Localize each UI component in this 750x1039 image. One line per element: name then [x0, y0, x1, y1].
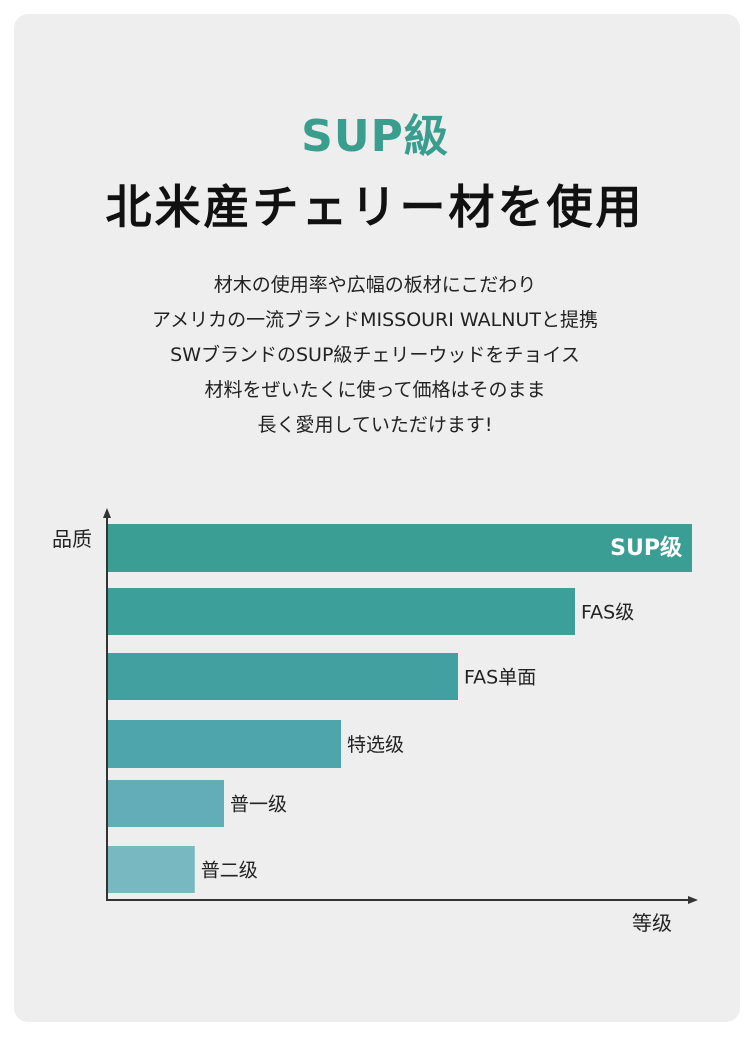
bar-4: [107, 720, 341, 768]
bar-label-6: 普二级: [201, 860, 258, 882]
bar-2: [107, 588, 575, 635]
bar-label-1: SUP级: [610, 535, 682, 561]
y-axis-arrow-icon: [103, 508, 111, 518]
description-line: 材木の使用率や広幅の板材にこだわり: [213, 274, 537, 296]
page-title: 北米産チェリー材を使用: [105, 180, 645, 234]
description-line: SWブランドのSUP級チェリーウッドをチョイス: [170, 344, 580, 366]
bar-3: [107, 653, 458, 700]
x-axis-label: 等级: [632, 911, 672, 935]
bar-5: [107, 780, 224, 827]
x-axis-arrow-icon: [688, 896, 698, 904]
description: 材木の使用率や広幅の板材にこだわり アメリカの一流ブランドMISSOURI WA…: [0, 268, 750, 443]
bar-label-3: FAS单面: [464, 667, 536, 689]
y-axis-label: 品质: [52, 527, 92, 551]
description-line: 長く愛用していただけます!: [257, 414, 493, 436]
bar-1: [107, 524, 692, 572]
bar-label-4: 特选级: [347, 734, 404, 756]
bar-label-5: 普一级: [230, 794, 287, 816]
description-line: 材料をぜいたくに使って価格はそのまま: [204, 379, 546, 401]
title-accent: SUP級: [301, 111, 449, 162]
description-line: アメリカの一流ブランドMISSOURI WALNUTと提携: [152, 309, 598, 331]
bar-6: [107, 846, 195, 893]
bar-label-2: FAS级: [581, 602, 634, 624]
